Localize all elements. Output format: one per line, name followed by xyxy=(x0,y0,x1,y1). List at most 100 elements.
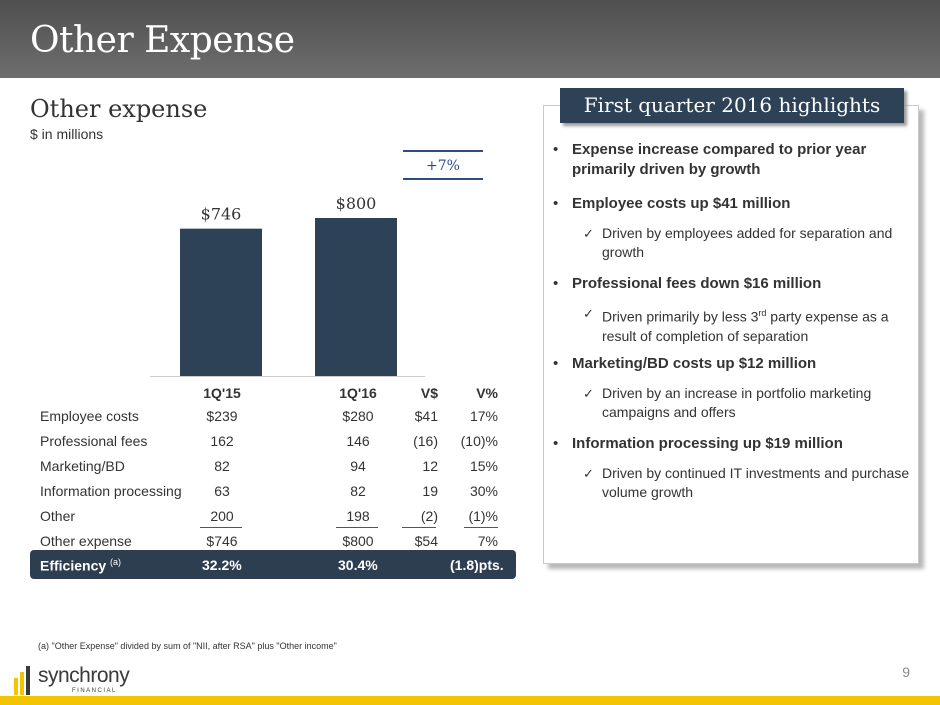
table-header: 1Q'15 1Q'16 V$ V% xyxy=(30,380,516,406)
highlight-detail: ✓ Driven by an increase in portfolio mar… xyxy=(583,384,913,422)
header-vdollar: V$ xyxy=(420,385,438,401)
highlight-bullet: • Expense increase compared to prior yea… xyxy=(553,140,913,180)
bar-1 xyxy=(315,218,397,376)
efficiency-row: Efficiency (a) 32.2% 30.4% (1.8)pts. xyxy=(30,550,516,579)
checkmark-icon: ✓ xyxy=(583,226,594,241)
row-label: Professional fees xyxy=(40,433,148,449)
checkmark-icon: ✓ xyxy=(583,466,594,481)
cell-1q16: 82 xyxy=(350,483,366,499)
checkmark-icon: ✓ xyxy=(583,386,594,401)
cell-1q16: 198 xyxy=(346,508,370,524)
cell-vpercent: 7% xyxy=(477,533,498,549)
detail-text-a: Driven primarily by less 3 xyxy=(602,308,759,325)
section-subtitle: $ in millions xyxy=(30,126,104,142)
highlight-text: Professional fees down $16 million xyxy=(572,275,822,292)
header-vpercent: V% xyxy=(476,385,498,401)
header-bar: Other Expense xyxy=(0,0,940,78)
bullet-icon: • xyxy=(553,141,559,158)
detail-text-b: party expense as a result of completion … xyxy=(602,308,889,344)
cell-1q15: $239 xyxy=(206,408,238,424)
efficiency-1q16: 30.4% xyxy=(338,557,378,573)
checkmark-icon: ✓ xyxy=(583,306,594,321)
cell-vpercent: 17% xyxy=(469,408,498,424)
cell-vdollar: (2) xyxy=(420,508,438,524)
logo-wordmark: synchrony xyxy=(38,664,130,687)
page-number: 9 xyxy=(902,664,910,680)
data-label-1: $800 xyxy=(336,194,377,213)
table-row: Marketing/BD 82 94 12 15% xyxy=(30,453,516,479)
cell-1q16: 94 xyxy=(350,458,366,474)
cell-vpercent: 30% xyxy=(469,483,498,499)
cell-1q15: 63 xyxy=(214,483,230,499)
highlight-bullet: • Employee costs up $41 million xyxy=(553,194,913,214)
cell-1q15: 82 xyxy=(214,458,230,474)
highlight-bullet: • Marketing/BD costs up $12 million xyxy=(553,354,913,374)
highlight-text: Employee costs up $41 million xyxy=(572,195,791,212)
table-row: Information processing 63 82 19 30% xyxy=(30,478,516,504)
detail-text: Driven by continued IT investments and p… xyxy=(602,465,910,500)
cell-1q16: $280 xyxy=(342,408,374,424)
highlight-detail: ✓ Driven by employees added for separati… xyxy=(583,224,913,262)
total-underline xyxy=(200,527,242,528)
highlight-bullet: • Information processing up $19 million xyxy=(553,434,913,454)
cell-vpercent: (10)% xyxy=(460,433,498,449)
table-total-row: Other expense $746 $800 $54 7% xyxy=(30,528,516,554)
row-label: Information processing xyxy=(40,483,182,499)
row-label: Employee costs xyxy=(40,408,139,424)
row-label: Marketing/BD xyxy=(40,458,125,474)
cell-1q16: 146 xyxy=(346,433,370,449)
bar-chart: $746 $800 +7% xyxy=(150,150,483,377)
page-title: Other Expense xyxy=(30,20,295,61)
highlight-detail: ✓ Driven primarily by less 3rd party exp… xyxy=(583,304,913,346)
cell-1q15: $746 xyxy=(206,533,238,549)
bullet-icon: • xyxy=(553,195,559,212)
highlight-text: Information processing up $19 million xyxy=(572,435,843,452)
cell-vpercent: (1)% xyxy=(468,508,498,524)
table-row: Other 200 198 (2) (1)% xyxy=(30,503,516,529)
detail-text: Driven by an increase in portfolio marke… xyxy=(602,385,872,420)
highlight-text: Expense increase compared to prior year … xyxy=(572,141,867,178)
highlights-panel xyxy=(543,105,919,564)
highlights-title: First quarter 2016 highlights xyxy=(560,88,904,123)
logo-mark-icon xyxy=(14,666,30,695)
cell-vdollar: 12 xyxy=(422,458,438,474)
total-underline xyxy=(336,527,378,528)
header-1q16: 1Q'16 xyxy=(339,385,377,401)
logo-subtitle: FINANCIAL xyxy=(72,688,117,694)
ordinal-suffix: rd xyxy=(758,308,767,318)
bullet-icon: • xyxy=(553,435,559,452)
total-underline xyxy=(402,527,436,528)
company-logo: synchrony FINANCIAL xyxy=(14,664,154,696)
total-underline xyxy=(464,527,498,528)
cell-vdollar: $54 xyxy=(414,533,438,549)
bullet-icon: • xyxy=(553,275,559,292)
efficiency-label-wrap: Efficiency (a) xyxy=(40,557,121,574)
highlight-detail: ✓ Driven by continued IT investments and… xyxy=(583,464,913,502)
footer-bar xyxy=(0,696,940,705)
efficiency-note: (a) xyxy=(110,557,122,567)
header-1q15: 1Q'15 xyxy=(203,385,241,401)
bullet-icon: • xyxy=(553,355,559,372)
cell-vpercent: 15% xyxy=(469,458,498,474)
cell-vdollar: $41 xyxy=(414,408,438,424)
efficiency-1q15: 32.2% xyxy=(202,557,242,573)
detail-text: Driven primarily by less 3rd party expen… xyxy=(583,304,913,346)
highlight-text: Marketing/BD costs up $12 million xyxy=(572,355,817,372)
cell-vdollar: (16) xyxy=(413,433,438,449)
change-label: +7% xyxy=(426,158,460,174)
highlight-bullet: • Professional fees down $16 million xyxy=(553,274,913,294)
cell-1q16: $800 xyxy=(342,533,374,549)
cell-1q15: 162 xyxy=(210,433,234,449)
section-title: Other expense xyxy=(30,95,208,123)
cell-1q15: 200 xyxy=(210,508,234,524)
efficiency-change: (1.8)pts. xyxy=(450,557,504,573)
footnote: (a) "Other Expense" divided by sum of "N… xyxy=(38,641,337,651)
table-row: Professional fees 162 146 (16) (10)% xyxy=(30,428,516,454)
bar-0 xyxy=(180,228,262,376)
data-label-0: $746 xyxy=(201,205,242,224)
efficiency-label: Efficiency xyxy=(40,557,107,574)
detail-text: Driven by employees added for separation… xyxy=(602,225,893,260)
table-row: Employee costs $239 $280 $41 17% xyxy=(30,403,516,429)
row-label: Other xyxy=(40,508,76,524)
row-label: Other expense xyxy=(40,533,132,549)
